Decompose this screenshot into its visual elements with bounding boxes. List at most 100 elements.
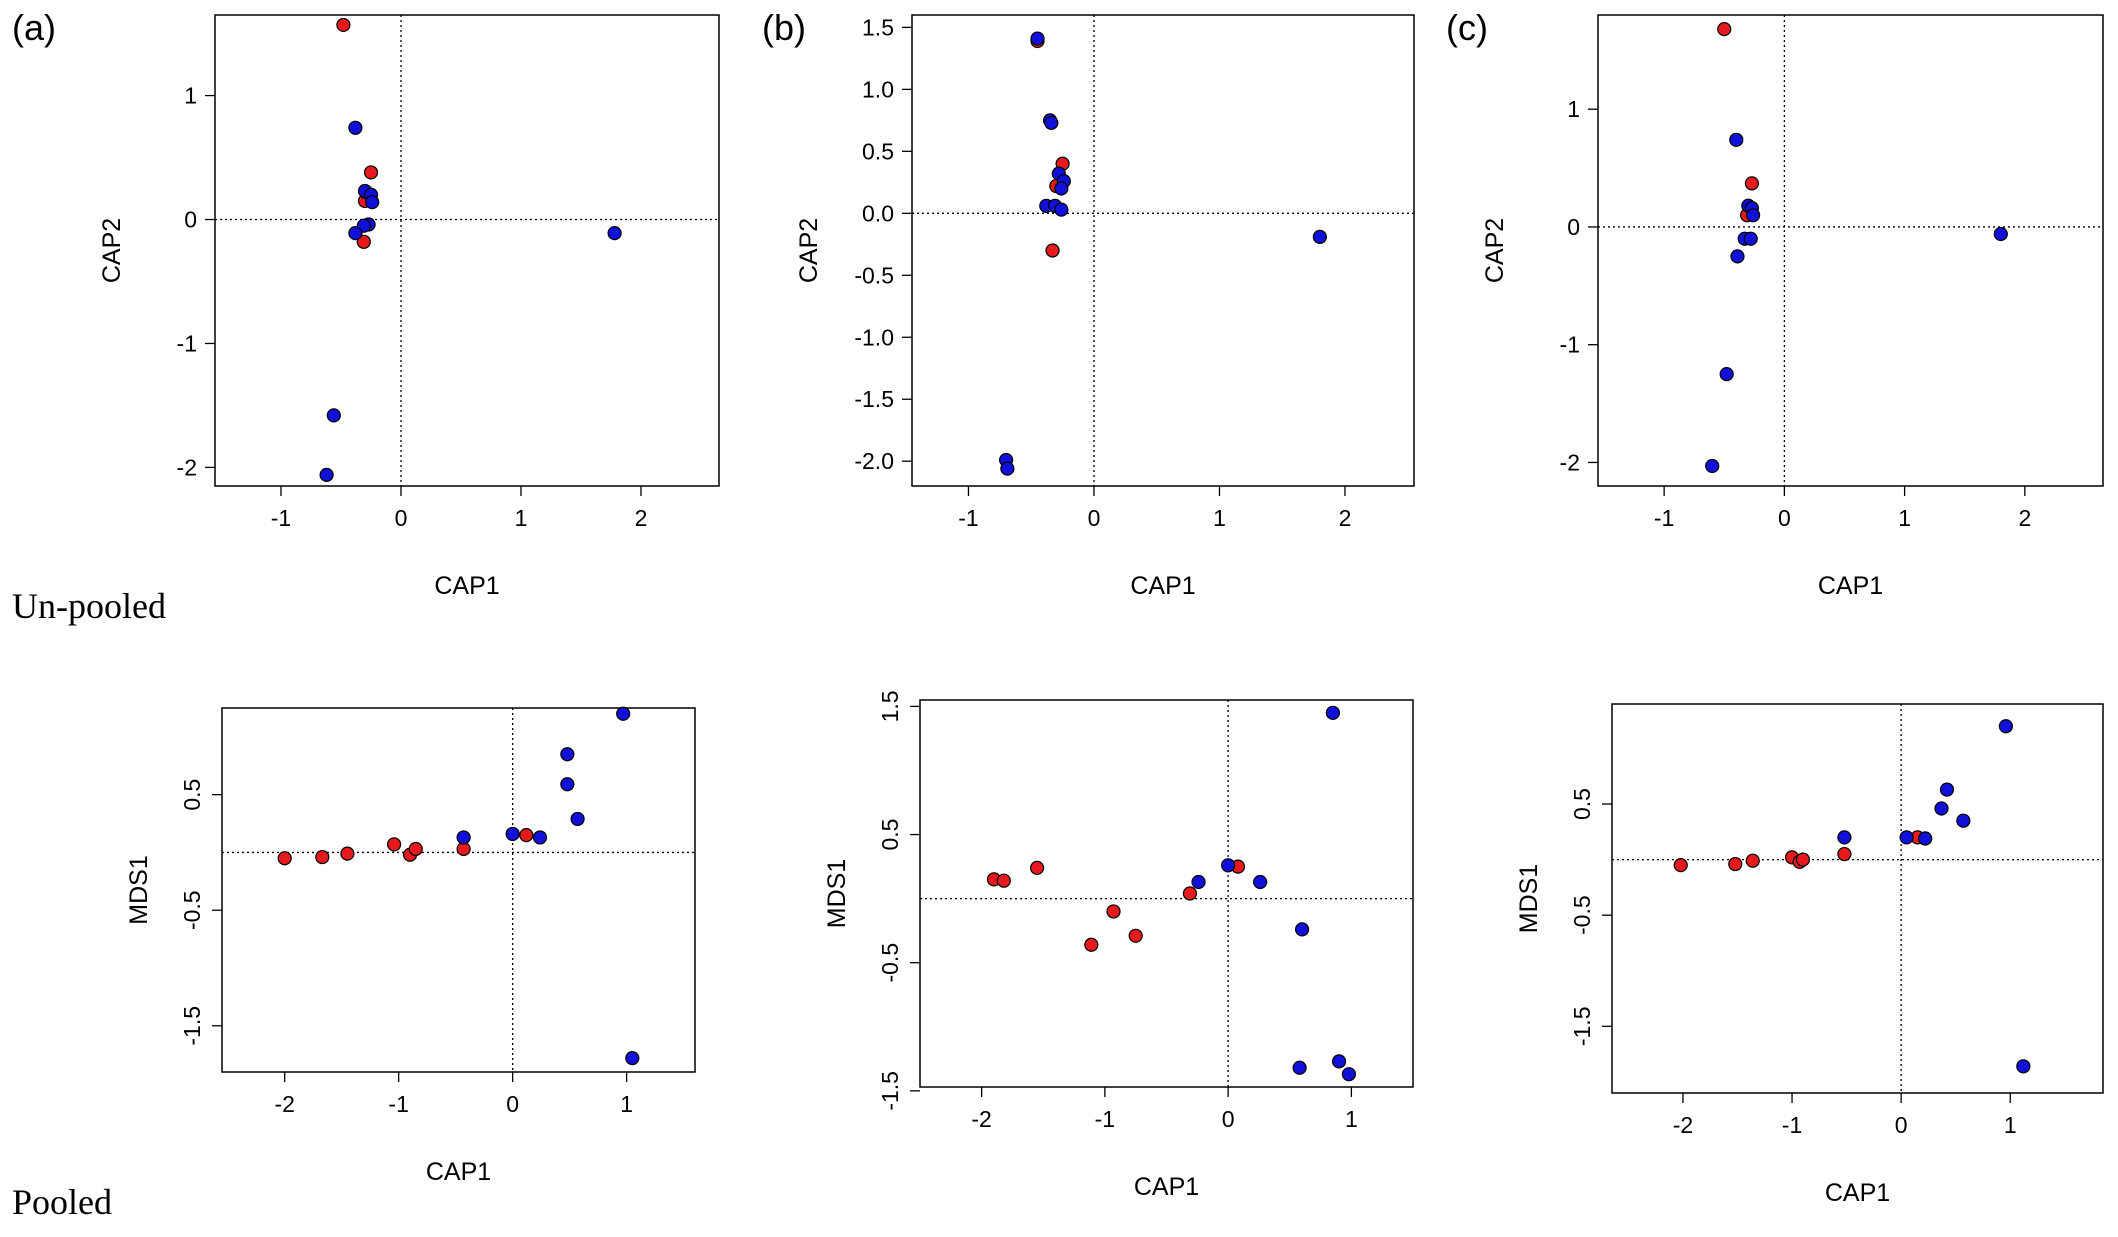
point-red <box>340 846 355 861</box>
x-tick-label: 0 <box>506 1091 519 1117</box>
x-tick-label: 1 <box>1213 505 1226 531</box>
x-tick-label: 1 <box>2004 1112 2017 1138</box>
x-tick-label: -1 <box>1095 1106 1115 1132</box>
x-tick-label: -1 <box>958 505 978 531</box>
point-blue <box>1341 1067 1357 1082</box>
y-tick-label: 0.5 <box>862 138 894 164</box>
point-blue <box>1030 31 1045 46</box>
chart-c-pooled: -2 -1 0 1 -1.5 -0.5 0.5 CAP1 MDS1 <box>1515 703 2104 1207</box>
x-tick-label: -2 <box>274 1091 294 1117</box>
point-blue <box>532 830 548 845</box>
x-axis-title: CAP1 <box>426 1158 491 1186</box>
point-red <box>277 851 292 866</box>
point-blue <box>365 195 380 210</box>
point-blue <box>1899 830 1914 845</box>
plot-frame <box>911 14 1415 487</box>
y-tick-label: -1 <box>1560 332 1580 358</box>
chart-b-unpooled: -1 0 1 2 -2.0 -1.5 -1.0 -0.5 0.0 0.5 1.0 1.5 CAP1 CAP… <box>795 14 1415 600</box>
row-label-unpooled: Un-pooled <box>12 586 166 626</box>
point-red <box>1106 904 1121 919</box>
point-blue <box>2016 1059 2031 1074</box>
point-red <box>1182 886 1198 901</box>
plot-frame <box>214 14 720 487</box>
point-blue <box>1312 229 1327 244</box>
point-blue <box>1918 831 1933 846</box>
x-tick-label: 2 <box>2018 505 2031 531</box>
x-tick-label: 0 <box>1778 505 1791 531</box>
x-tick-label: 1 <box>515 505 528 531</box>
point-blue <box>1054 202 1069 217</box>
point-red <box>387 837 402 852</box>
point-blue <box>607 226 622 241</box>
point-red <box>336 17 351 33</box>
x-tick-label: -2 <box>971 1106 991 1132</box>
point-red <box>1728 856 1743 872</box>
point-red <box>996 873 1011 888</box>
y-tick-label: 1.5 <box>877 690 903 722</box>
point-blue <box>1705 458 1720 474</box>
point-blue <box>560 777 575 792</box>
point-blue <box>1044 115 1059 130</box>
point-red <box>519 828 534 843</box>
x-tick-label: 2 <box>1339 505 1352 531</box>
point-red <box>1837 846 1852 862</box>
point-blue <box>1743 231 1758 246</box>
point-blue <box>1746 208 1761 223</box>
point-blue <box>326 408 341 423</box>
y-axis-title: CAP2 <box>1481 218 1509 283</box>
x-axis-title: CAP1 <box>1825 1179 1890 1207</box>
x-axis-title: CAP1 <box>1818 572 1883 600</box>
y-tick-label: -1.5 <box>877 1071 903 1111</box>
y-tick-label: -0.5 <box>877 943 903 983</box>
point-blue <box>1993 226 2008 242</box>
plot-frame <box>919 699 1414 1088</box>
point-red <box>1045 243 1060 258</box>
x-tick-label: 1 <box>620 1091 633 1117</box>
point-blue <box>1934 801 1949 816</box>
x-tick-label: -1 <box>271 505 291 531</box>
x-tick-label: 2 <box>635 505 648 531</box>
panel-tag-c: (c) <box>1446 7 1488 48</box>
plot-frame <box>221 707 696 1073</box>
point-blue <box>319 467 334 482</box>
x-tick-label: -1 <box>1782 1112 1802 1138</box>
y-tick-label: -1.5 <box>854 386 894 412</box>
y-tick-label: -2 <box>1560 449 1580 475</box>
y-axis-title: CAP2 <box>795 218 823 283</box>
y-tick-label: -1.0 <box>854 324 894 350</box>
point-blue <box>1956 813 1971 828</box>
x-axis-title: CAP1 <box>434 572 499 600</box>
y-tick-label: -1.5 <box>1569 1006 1595 1046</box>
x-tick-label: 1 <box>1345 1106 1358 1132</box>
y-tick-label: -0.5 <box>1569 895 1595 935</box>
panel-tag-b: (b) <box>762 7 806 48</box>
point-red <box>315 849 330 865</box>
chart-c-unpooled: -1 0 1 2 -2 -1 0 1 CAP1 CAP2 <box>1481 14 2104 600</box>
point-blue <box>1837 830 1852 845</box>
y-tick-label: 0.0 <box>862 200 894 226</box>
point-blue <box>1730 249 1745 264</box>
y-tick-label: 1 <box>184 83 197 109</box>
point-blue <box>1054 181 1069 196</box>
point-blue <box>1331 1054 1347 1069</box>
point-red <box>1084 937 1099 952</box>
y-tick-label: 1 <box>1567 96 1580 122</box>
point-blue <box>1294 922 1310 937</box>
y-tick-label: 1.5 <box>862 14 894 40</box>
point-blue <box>625 1051 640 1066</box>
y-tick-label: -1 <box>177 330 197 356</box>
point-blue <box>1191 874 1206 890</box>
point-blue <box>348 120 363 135</box>
point-blue <box>456 830 471 845</box>
point-red <box>1029 860 1045 875</box>
x-axis-title: CAP1 <box>1130 572 1195 600</box>
point-blue <box>1292 1060 1307 1075</box>
x-tick-label: 1 <box>1898 505 1911 531</box>
point-blue <box>1325 705 1340 720</box>
point-blue <box>348 226 363 241</box>
chart-b-pooled: -2 -1 0 1 -1.5 -0.5 0.5 1.5 CAP1 MDS1 <box>823 690 1414 1201</box>
plot-frame <box>1597 14 2104 487</box>
point-blue <box>1939 782 1955 797</box>
y-axis-title: MDS1 <box>1515 864 1543 933</box>
